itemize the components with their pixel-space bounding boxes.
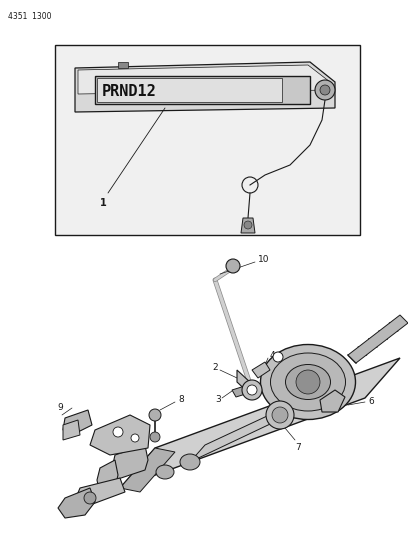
- Polygon shape: [63, 410, 92, 432]
- Ellipse shape: [271, 353, 346, 411]
- Ellipse shape: [260, 344, 355, 419]
- Circle shape: [272, 407, 288, 423]
- Circle shape: [84, 492, 96, 504]
- Polygon shape: [252, 362, 270, 378]
- Circle shape: [113, 427, 123, 437]
- Text: 2: 2: [212, 364, 218, 373]
- Text: 10: 10: [258, 255, 270, 264]
- Ellipse shape: [286, 365, 330, 400]
- Polygon shape: [75, 478, 125, 505]
- Text: 3: 3: [215, 395, 221, 405]
- Polygon shape: [118, 62, 128, 68]
- Polygon shape: [241, 218, 255, 233]
- Text: 5: 5: [298, 346, 304, 356]
- Text: 6: 6: [368, 397, 374, 406]
- Circle shape: [296, 370, 320, 394]
- Bar: [97, 78, 282, 102]
- Polygon shape: [120, 358, 400, 488]
- Polygon shape: [75, 62, 335, 112]
- Circle shape: [273, 352, 283, 362]
- Text: 8: 8: [178, 395, 184, 405]
- Circle shape: [244, 221, 252, 229]
- Polygon shape: [112, 445, 148, 480]
- Text: 4351  1300: 4351 1300: [8, 12, 51, 21]
- Circle shape: [242, 380, 262, 400]
- Polygon shape: [237, 370, 252, 396]
- Text: 4: 4: [269, 351, 275, 359]
- Text: PRND12: PRND12: [102, 84, 157, 99]
- Polygon shape: [63, 420, 80, 440]
- Polygon shape: [90, 415, 150, 455]
- Circle shape: [247, 385, 257, 395]
- Text: 1: 1: [100, 198, 106, 208]
- Polygon shape: [78, 65, 330, 94]
- Polygon shape: [348, 315, 408, 363]
- Bar: [95, 76, 310, 104]
- Circle shape: [320, 85, 330, 95]
- Ellipse shape: [156, 465, 174, 479]
- Circle shape: [315, 80, 335, 100]
- Bar: [55, 45, 360, 235]
- Circle shape: [266, 401, 294, 429]
- Ellipse shape: [180, 454, 200, 470]
- Circle shape: [150, 432, 160, 442]
- Polygon shape: [232, 385, 252, 397]
- Text: 7: 7: [295, 443, 301, 452]
- Circle shape: [131, 434, 139, 442]
- Circle shape: [149, 409, 161, 421]
- Polygon shape: [190, 382, 340, 462]
- Polygon shape: [120, 448, 175, 492]
- Circle shape: [226, 259, 240, 273]
- Polygon shape: [320, 390, 345, 412]
- Text: 9: 9: [57, 403, 63, 413]
- Polygon shape: [58, 488, 95, 518]
- Polygon shape: [97, 460, 118, 495]
